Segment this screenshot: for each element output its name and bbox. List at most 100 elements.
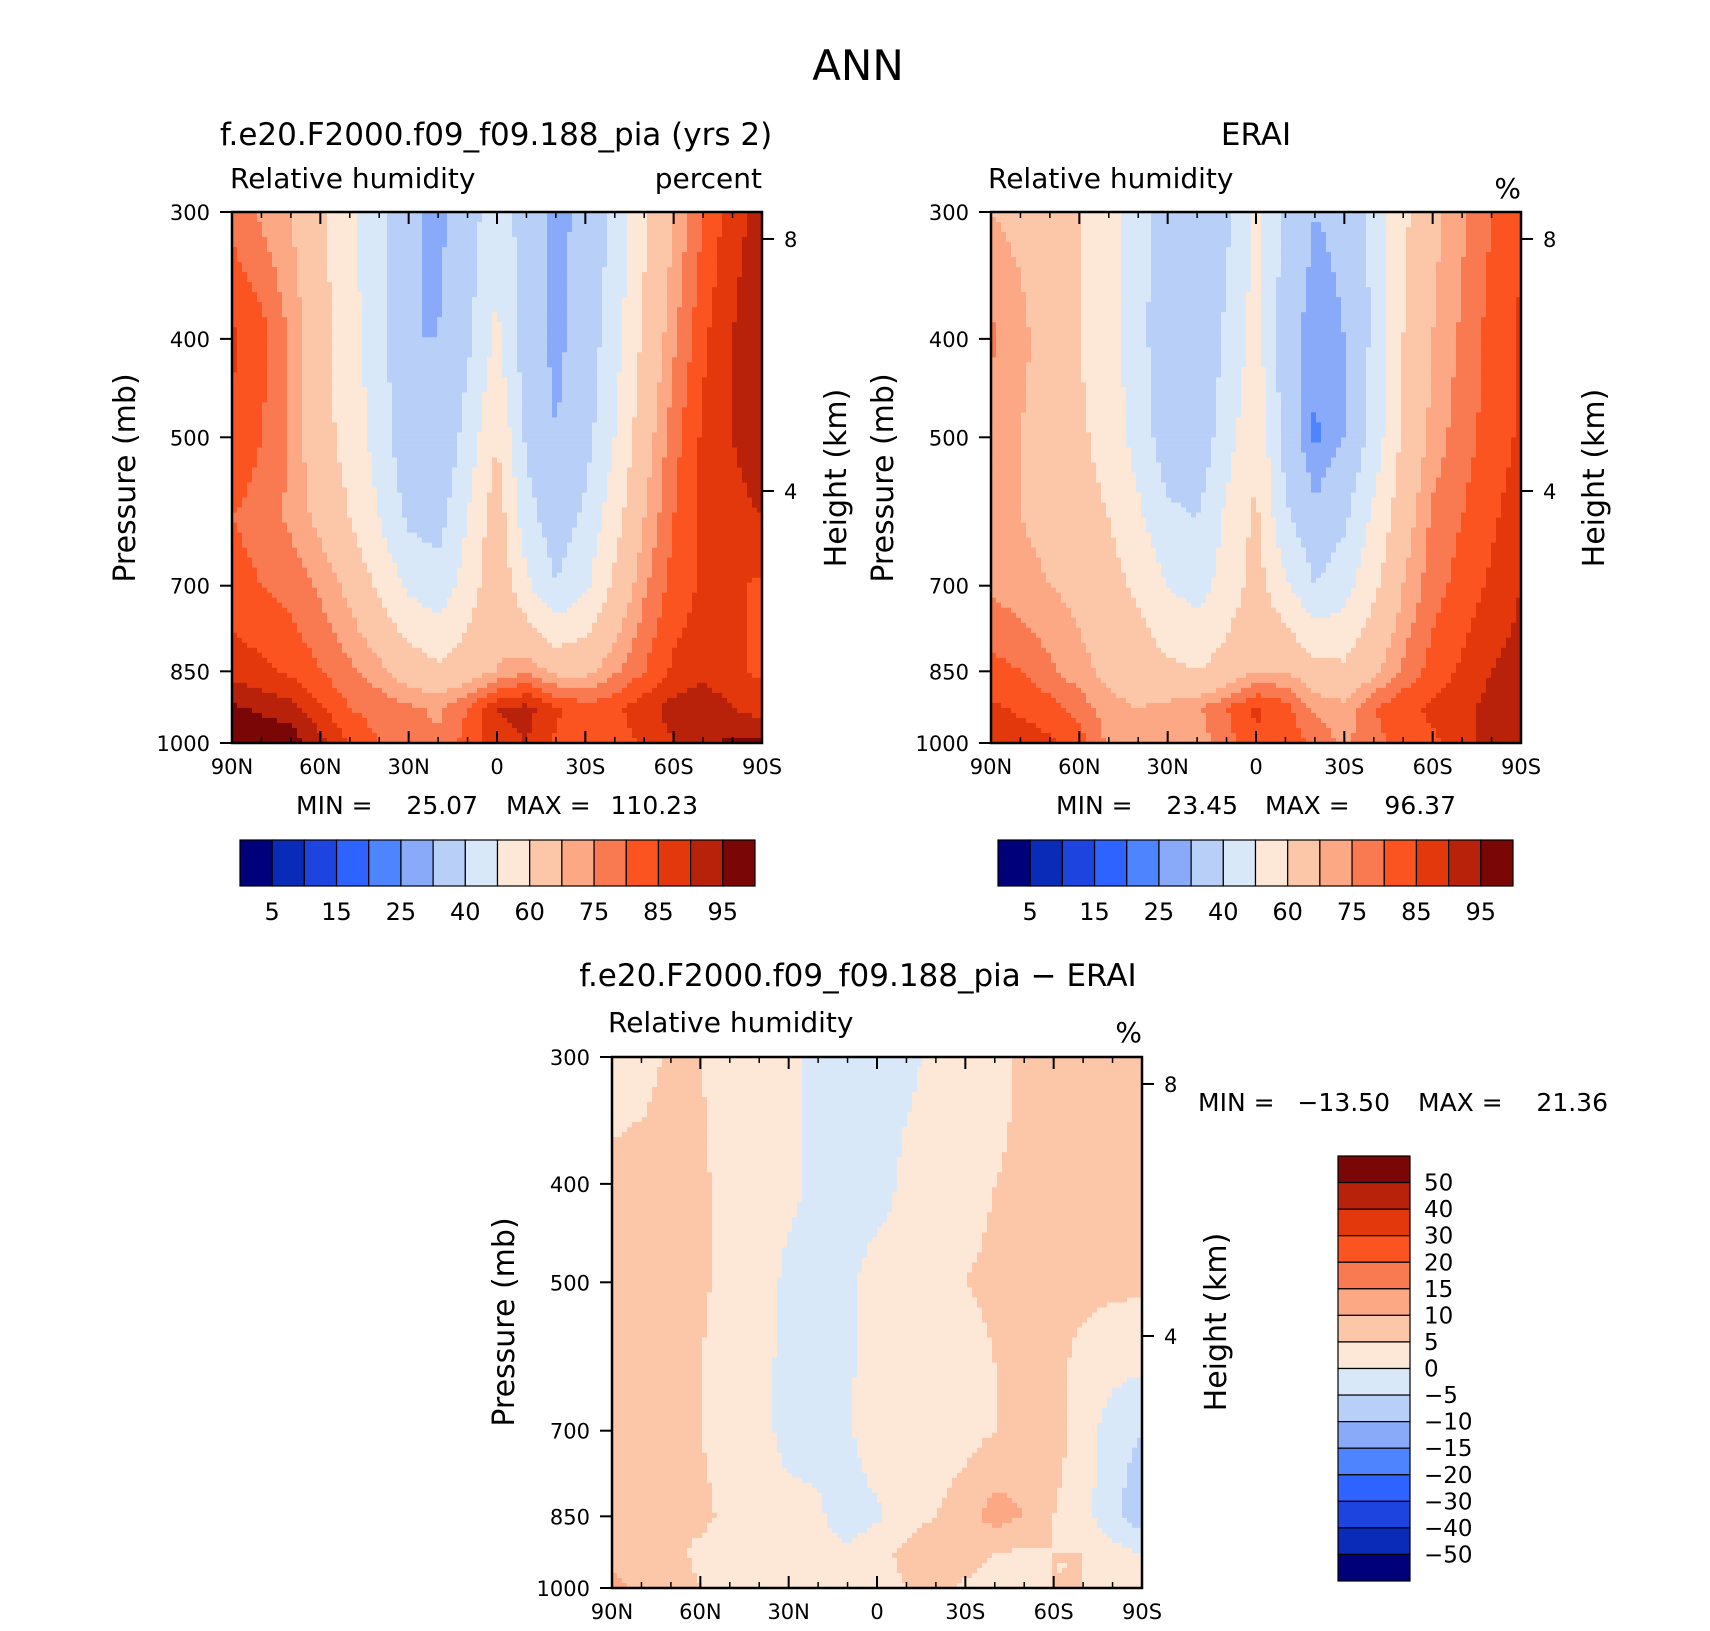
contour-cell (417, 272, 423, 278)
contour-cell (332, 357, 338, 363)
contour-cell (387, 282, 393, 288)
contour-cell (232, 412, 238, 418)
contour-cell (282, 242, 288, 248)
contour-cell (662, 317, 668, 323)
contour-cell (412, 362, 418, 368)
contour-cell (692, 217, 698, 223)
contour-cell (347, 437, 353, 444)
contour-cell (357, 222, 363, 228)
contour-cell (697, 292, 703, 298)
contour-cell (382, 262, 388, 268)
contour-cell (262, 407, 268, 413)
contour-cell (577, 372, 583, 378)
contour-cell (732, 262, 738, 268)
contour-cell (242, 252, 248, 258)
contour-cell (637, 282, 643, 288)
contour-cell (572, 282, 578, 288)
contour-cell (282, 307, 288, 313)
contour-cell (612, 332, 618, 338)
contour-cell (352, 317, 358, 323)
contour-cell (582, 367, 588, 373)
contour-cell (742, 322, 748, 328)
contour-cell (627, 247, 633, 253)
contour-cell (427, 362, 433, 368)
contour-cell (702, 407, 708, 413)
contour-cell (252, 232, 258, 238)
contour-cell (747, 382, 753, 388)
contour-cell (327, 312, 333, 318)
contour-cell (572, 262, 578, 268)
contour-cell (487, 322, 493, 328)
contour-cell (482, 217, 488, 223)
contour-cell (482, 227, 488, 233)
contour-cell (337, 297, 343, 303)
contour-cell (727, 357, 733, 363)
contour-cell (517, 242, 523, 248)
contour-cell (607, 242, 613, 248)
contour-cell (257, 437, 263, 444)
contour-cell (547, 322, 553, 328)
contour-cell (287, 342, 293, 348)
contour-cell (727, 277, 733, 283)
contour-cell (312, 237, 318, 243)
contour-cell (302, 317, 308, 323)
contour-cell (377, 282, 383, 288)
contour-cell (582, 432, 588, 439)
contour-cell (627, 377, 633, 383)
contour-cell (457, 297, 463, 303)
contour-cell (252, 262, 258, 268)
contour-cell (597, 252, 603, 258)
contour-cell (487, 372, 493, 378)
contour-cell (557, 232, 563, 238)
contour-cell (627, 397, 633, 403)
contour-cell (262, 447, 268, 454)
contour-cell (742, 422, 748, 429)
contour-cell (532, 362, 538, 368)
contour-cell (432, 332, 438, 338)
contour-cell (377, 367, 383, 373)
contour-cell (687, 377, 693, 383)
contour-cell (637, 367, 643, 373)
contour-cell (427, 352, 433, 358)
contour-cell (737, 377, 743, 383)
contour-cell (427, 267, 433, 273)
contour-cell (627, 237, 633, 243)
contour-cell (332, 262, 338, 268)
contour-cell (577, 337, 583, 343)
contour-cell (702, 402, 708, 408)
contour-cell (552, 272, 558, 278)
contour-cell (662, 352, 668, 358)
contour-cell (737, 422, 743, 429)
contour-cell (747, 277, 753, 283)
contour-cell (627, 362, 633, 368)
contour-cell (457, 322, 463, 328)
contour-cell (632, 352, 638, 358)
contour-cell (332, 437, 338, 444)
contour-cell (417, 427, 423, 434)
contour-cell (322, 212, 328, 218)
contour-cell (692, 312, 698, 318)
panel-model: f.e20.F2000.f09_f09.188_pia (yrs 2) Rela… (108, 117, 854, 926)
contour-cell (492, 327, 498, 333)
contour-cell (512, 272, 518, 278)
contour-cell (367, 427, 373, 434)
contour-cell (727, 352, 733, 358)
contour-cell (292, 362, 298, 368)
contour-cell (307, 387, 313, 393)
contour-cell (702, 282, 708, 288)
contour-cell (442, 332, 448, 338)
contour-cell (722, 222, 728, 228)
contour-cell (262, 262, 268, 268)
contour-cell (547, 237, 553, 243)
contour-cell (447, 377, 453, 383)
contour-cell (647, 322, 653, 328)
contour-cell (707, 272, 713, 278)
contour-cell (452, 287, 458, 293)
contour-cell (412, 402, 418, 408)
contour-cell (637, 232, 643, 238)
contour-cell (467, 402, 473, 408)
contour-cell (247, 322, 253, 328)
contour-cell (667, 227, 673, 233)
contour-cell (742, 297, 748, 303)
contour-cell (722, 382, 728, 388)
